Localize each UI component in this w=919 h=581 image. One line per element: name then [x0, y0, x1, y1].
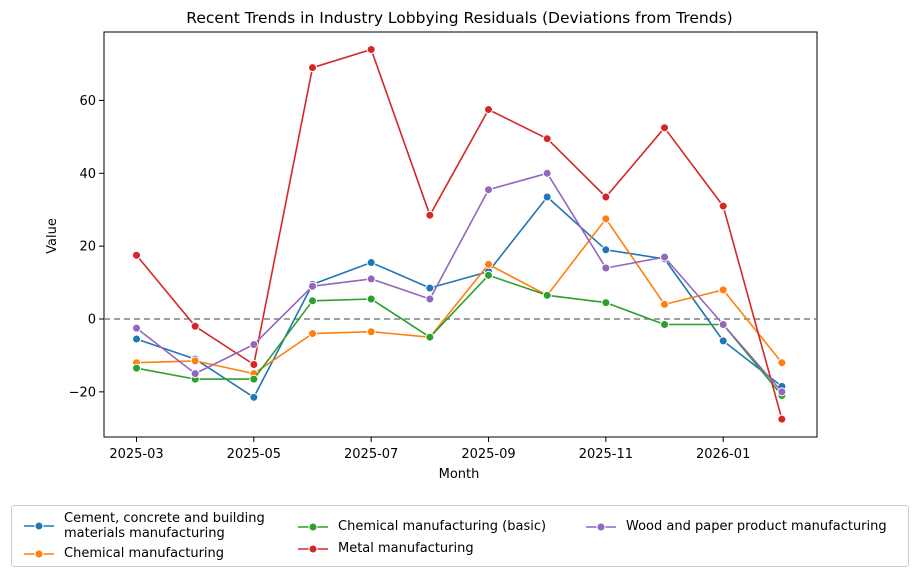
legend-item: Metal manufacturing [296, 541, 474, 556]
legend-item: Cement, concrete and building materials m… [22, 511, 265, 541]
legend-item: Chemical manufacturing [22, 546, 224, 561]
legend-item: Wood and paper product manufacturing [584, 519, 887, 534]
y-axis-label: Value [45, 218, 60, 254]
legend-label: Cement, concrete and building materials m… [64, 511, 265, 541]
x-tick-label: 2025-07 [344, 447, 398, 462]
y-tick-label: 60 [79, 94, 96, 109]
data-point [308, 63, 318, 73]
data-point [542, 290, 552, 300]
plot-frame [103, 31, 818, 438]
data-point [308, 296, 318, 306]
data-point [249, 374, 259, 384]
data-point [132, 250, 141, 260]
data-point [601, 298, 611, 308]
data-point [249, 392, 259, 402]
data-point [425, 332, 435, 342]
x-tick-label: 2026-01 [696, 447, 750, 462]
data-point [484, 259, 494, 269]
data-point [132, 323, 141, 333]
data-point [542, 134, 552, 144]
data-point [366, 44, 376, 54]
series-line-0 [136, 196, 783, 399]
data-point [777, 414, 787, 424]
data-point [425, 210, 435, 220]
legend-swatch [24, 549, 54, 558]
x-tick-label: 2025-11 [579, 447, 633, 462]
data-point [542, 192, 552, 202]
data-point [366, 294, 376, 304]
legend-label: Wood and paper product manufacturing [626, 519, 887, 534]
data-point [660, 252, 670, 262]
data-point [484, 270, 494, 280]
data-point [366, 327, 376, 337]
data-point [718, 201, 728, 211]
data-point [308, 281, 318, 291]
legend-label: Chemical manufacturing [64, 546, 225, 561]
data-point [718, 319, 728, 329]
legend: Cement, concrete and building materials m… [11, 505, 909, 567]
series-line-1 [136, 218, 783, 375]
chart-title: Recent Trends in Industry Lobbying Resid… [186, 9, 732, 27]
y-tick-label: 0 [88, 313, 96, 328]
data-point [601, 245, 611, 255]
data-point [660, 319, 670, 329]
x-axis-label: Month [439, 467, 480, 482]
data-point [366, 274, 376, 284]
data-point [190, 369, 200, 379]
data-point [601, 214, 611, 224]
data-point [190, 356, 200, 366]
data-point [777, 387, 787, 397]
y-tick-label: 40 [79, 167, 96, 182]
legend-label: Metal manufacturing [338, 541, 474, 556]
legend-swatch [298, 544, 328, 553]
data-point [601, 263, 611, 273]
legend-swatch [24, 521, 54, 531]
data-point [484, 185, 494, 195]
data-point [660, 123, 670, 133]
y-tick-label: 20 [79, 240, 96, 255]
data-point [132, 334, 141, 344]
data-point [190, 321, 200, 331]
x-tick-label: 2025-05 [227, 447, 281, 462]
data-point [366, 258, 376, 268]
plot-area: −20 0 20 40 60 2025-03 2025-05 2025-07 2025-09 20… [69, 31, 818, 462]
data-point [542, 168, 552, 178]
x-tick-label: 2025-09 [461, 447, 515, 462]
series-line-3 [135, 48, 783, 420]
data-point [425, 283, 435, 293]
series-line-2 [136, 274, 783, 397]
data-point [601, 192, 611, 202]
data-point [249, 360, 259, 370]
data-point [660, 299, 670, 309]
data-point [308, 329, 318, 339]
data-point [777, 358, 787, 368]
data-point [132, 363, 141, 373]
data-point [718, 336, 728, 346]
data-point [484, 105, 494, 115]
data-point [249, 339, 259, 349]
legend-label: Chemical manufacturing (basic) [338, 519, 547, 534]
legend-item: Chemical manufacturing (basic) [296, 519, 546, 534]
legend-swatch [586, 522, 616, 531]
data-point [425, 294, 435, 304]
series-line-4 [136, 172, 783, 393]
data-point [718, 285, 728, 295]
x-tick-label: 2025-03 [109, 447, 163, 462]
y-tick-label: −20 [69, 385, 96, 400]
legend-swatch [298, 522, 328, 531]
